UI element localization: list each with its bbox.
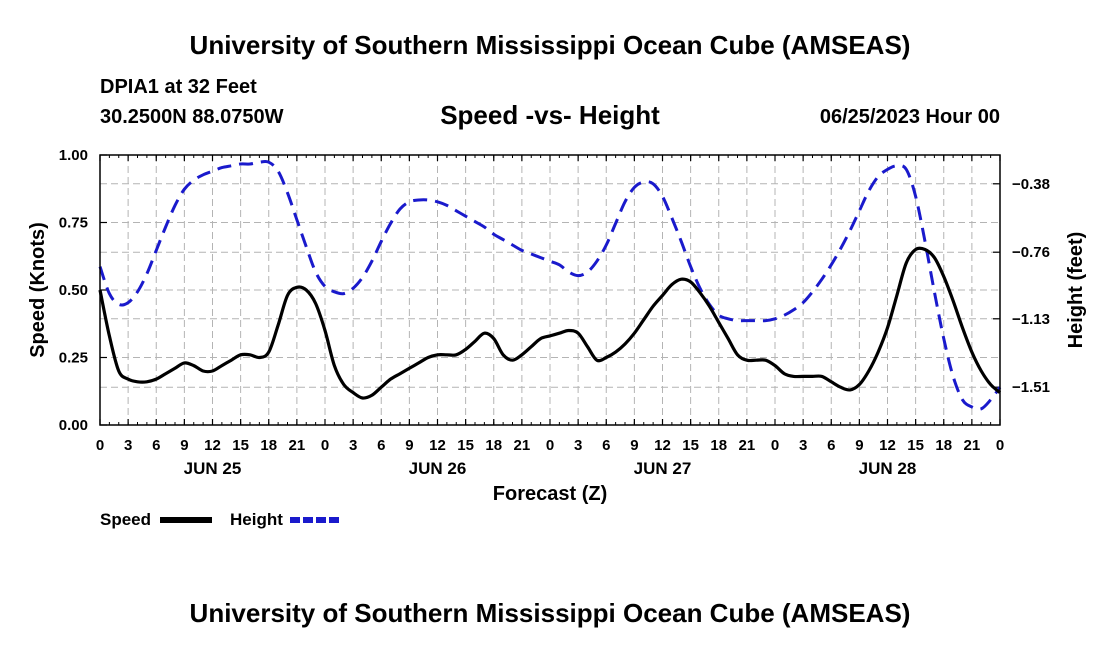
height-series-line bbox=[98, 159, 1002, 411]
x-tick-label: 6 bbox=[827, 437, 835, 454]
chart-title: University of Southern Mississippi Ocean… bbox=[189, 30, 911, 60]
x-tick-label: 3 bbox=[574, 437, 582, 454]
forecast-datetime: 06/25/2023 Hour 00 bbox=[819, 106, 1000, 128]
legend: Speed Height bbox=[100, 510, 342, 529]
y-axis-right-label: Height (feet) bbox=[1065, 232, 1087, 349]
station-label: DPIA1 at 32 Feet bbox=[100, 76, 257, 98]
x-tick-label: 0 bbox=[771, 437, 779, 454]
plot-frame bbox=[99, 154, 1001, 426]
x-tick-label: 12 bbox=[429, 437, 446, 454]
day-label: JUN 28 bbox=[859, 459, 917, 478]
x-tick-label: 0 bbox=[996, 437, 1004, 454]
y-left-tick-label: 0.50 bbox=[59, 282, 88, 299]
day-label: JUN 27 bbox=[634, 459, 692, 478]
x-tick-label: 12 bbox=[879, 437, 896, 454]
x-tick-label: 9 bbox=[180, 437, 188, 454]
y-right-tick-label: −0.76 bbox=[1012, 244, 1050, 261]
x-tick-label: 18 bbox=[485, 437, 502, 454]
y-right-tick-label: −1.51 bbox=[1012, 379, 1050, 396]
x-tick-label: 21 bbox=[289, 437, 306, 454]
x-tick-label: 9 bbox=[855, 437, 863, 454]
y-left-tick-label: 0.75 bbox=[59, 215, 88, 232]
x-tick-label: 12 bbox=[204, 437, 221, 454]
x-tick-label: 9 bbox=[405, 437, 413, 454]
x-tick-label: 18 bbox=[935, 437, 952, 454]
x-tick-label: 15 bbox=[457, 437, 474, 454]
legend-label-speed: Speed bbox=[100, 510, 151, 529]
x-tick-label: 15 bbox=[232, 437, 249, 454]
grid bbox=[100, 155, 1000, 425]
x-tick-label: 6 bbox=[152, 437, 160, 454]
x-tick-label: 21 bbox=[964, 437, 981, 454]
x-tick-label: 0 bbox=[321, 437, 329, 454]
coordinates-label: 30.2500N 88.0750W bbox=[100, 106, 284, 128]
x-axis-label: Forecast (Z) bbox=[493, 483, 607, 505]
x-tick-label: 6 bbox=[377, 437, 385, 454]
x-tick-label: 12 bbox=[654, 437, 671, 454]
x-tick-label: 21 bbox=[514, 437, 531, 454]
x-tick-label: 0 bbox=[546, 437, 554, 454]
speed-series-line bbox=[98, 246, 1002, 400]
y-right-tick-label: −0.38 bbox=[1012, 176, 1050, 193]
x-tick-label: 6 bbox=[602, 437, 610, 454]
x-tick-label: 3 bbox=[349, 437, 357, 454]
x-tick-label: 18 bbox=[710, 437, 727, 454]
legend-label-height: Height bbox=[230, 510, 283, 529]
x-tick-label: 18 bbox=[260, 437, 277, 454]
y-right-tick-label: −1.13 bbox=[1012, 311, 1050, 328]
chart-subtitle: Speed -vs- Height bbox=[440, 100, 660, 130]
day-label: JUN 26 bbox=[409, 459, 467, 478]
axis-labels: 0 3 6 9 12 15 18 21 0 3 6 9 12 15 18 21 0 3 6 9 12 15 18 21 0 3 6 9… bbox=[59, 147, 1050, 478]
x-tick-label: 15 bbox=[907, 437, 924, 454]
y-left-tick-label: 0.00 bbox=[59, 417, 88, 434]
x-tick-label: 21 bbox=[739, 437, 756, 454]
footer-title: University of Southern Mississippi Ocean… bbox=[189, 598, 911, 628]
x-tick-label: 3 bbox=[124, 437, 132, 454]
y-left-tick-label: 1.00 bbox=[59, 147, 88, 164]
day-label: JUN 25 bbox=[184, 459, 242, 478]
y-axis-left-label: Speed (Knots) bbox=[27, 222, 49, 358]
x-tick-label: 15 bbox=[682, 437, 699, 454]
x-tick-label: 0 bbox=[96, 437, 104, 454]
y-left-tick-label: 0.25 bbox=[59, 350, 88, 367]
x-tick-label: 3 bbox=[799, 437, 807, 454]
x-tick-label: 9 bbox=[630, 437, 638, 454]
